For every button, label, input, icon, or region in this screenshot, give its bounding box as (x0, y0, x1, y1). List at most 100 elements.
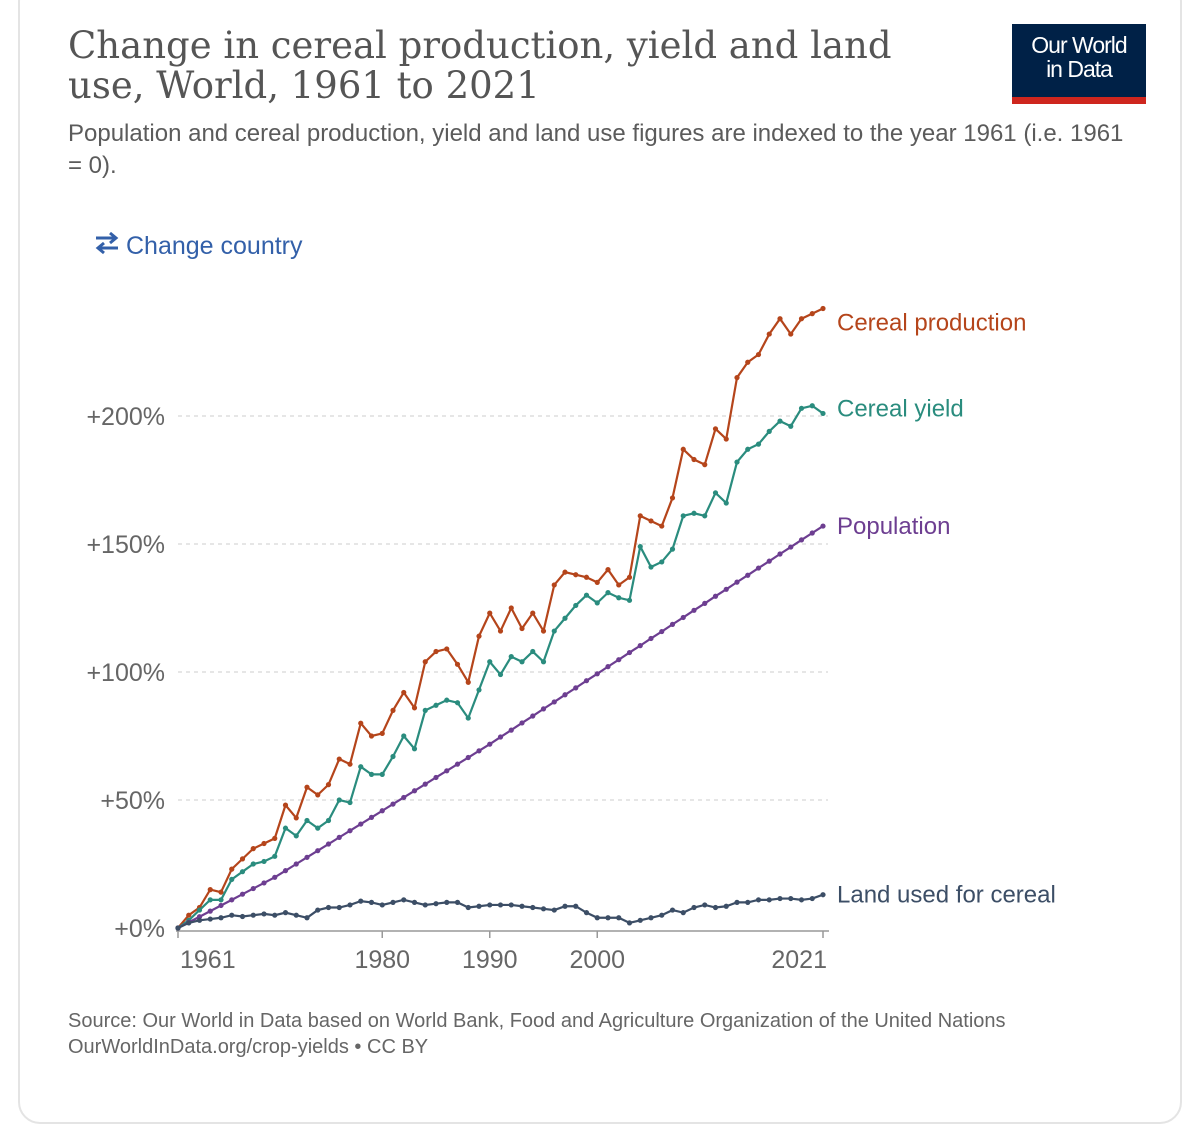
data-point (325, 817, 332, 824)
x-tick-label: 2021 (771, 946, 827, 974)
data-point (530, 610, 536, 616)
data-point (777, 316, 783, 322)
logo-line-2: in Data (1046, 56, 1113, 82)
data-point (626, 597, 633, 603)
data-point (497, 628, 504, 634)
data-point (540, 906, 547, 912)
data-point (444, 899, 450, 906)
data-point (702, 600, 708, 606)
data-point (250, 861, 256, 867)
source-url-link[interactable]: OurWorldInData.org/crop-yields (68, 1036, 349, 1058)
owid-logo[interactable]: Our World in Data (1012, 24, 1146, 104)
data-point (820, 892, 826, 898)
data-point (605, 590, 611, 596)
data-point (272, 912, 278, 918)
data-point (239, 869, 246, 875)
data-point (207, 887, 213, 893)
data-point (325, 841, 332, 847)
data-point (777, 418, 783, 424)
data-point (476, 903, 482, 909)
data-point (422, 659, 428, 665)
data-point (422, 781, 428, 787)
data-point (379, 771, 385, 778)
data-point (712, 426, 719, 432)
data-point (820, 410, 826, 417)
data-point (519, 659, 525, 665)
data-point (465, 715, 471, 721)
data-point (766, 428, 772, 434)
data-point (325, 904, 332, 911)
data-point (411, 788, 418, 794)
data-point (347, 799, 353, 806)
data-point (487, 659, 493, 665)
data-point (368, 899, 375, 906)
series-line-population (177, 525, 824, 929)
data-point (540, 706, 547, 712)
license-link[interactable]: CC BY (367, 1036, 429, 1058)
data-point (229, 876, 235, 882)
data-point (454, 761, 461, 767)
data-point (616, 915, 622, 921)
data-point (379, 808, 385, 814)
data-point (315, 848, 321, 854)
data-point (207, 897, 213, 903)
y-tick-label: +100% (86, 659, 165, 687)
data-point (691, 607, 697, 613)
data-point (304, 915, 310, 921)
data-point (745, 899, 751, 906)
data-point (282, 802, 289, 808)
data-point (282, 868, 289, 874)
data-point (648, 915, 654, 921)
data-point (702, 513, 708, 519)
data-point (519, 903, 525, 909)
data-point (637, 917, 643, 923)
data-point (648, 564, 654, 570)
data-point (508, 605, 514, 611)
y-tick-label: +150% (86, 531, 165, 559)
data-point (390, 753, 396, 760)
change-country-button[interactable]: Change country (92, 230, 303, 263)
data-point (777, 551, 783, 557)
data-point (788, 544, 794, 550)
data-point (659, 559, 665, 565)
data-point (809, 311, 815, 317)
data-point (734, 579, 740, 585)
data-point (293, 833, 299, 839)
data-point (712, 593, 719, 599)
data-point (562, 903, 568, 909)
data-point (755, 565, 762, 571)
data-point (444, 768, 450, 774)
data-point (809, 403, 815, 409)
data-point (444, 697, 450, 703)
data-point (573, 903, 579, 909)
data-point (347, 828, 353, 834)
data-point (261, 911, 267, 917)
data-point (293, 912, 299, 918)
data-point (379, 730, 385, 737)
data-point (820, 523, 826, 529)
data-point (229, 866, 235, 872)
data-point (626, 574, 633, 580)
data-point (218, 902, 224, 909)
data-point (680, 513, 686, 519)
data-point (712, 490, 719, 496)
data-point (497, 671, 504, 678)
data-point (282, 825, 289, 831)
data-point (239, 891, 246, 897)
data-point (562, 569, 568, 575)
data-point (519, 720, 525, 726)
data-point (648, 518, 654, 524)
data-point (798, 316, 805, 322)
y-tick-label: +0% (114, 915, 165, 943)
data-point (723, 586, 729, 592)
data-point (745, 572, 751, 578)
data-point (293, 861, 299, 867)
data-point (454, 899, 461, 906)
data-point (368, 771, 375, 778)
x-tick-label: 2000 (569, 946, 625, 974)
data-point (336, 904, 342, 911)
series-label: Population (837, 513, 950, 540)
data-point (530, 904, 536, 911)
data-point (390, 801, 396, 807)
